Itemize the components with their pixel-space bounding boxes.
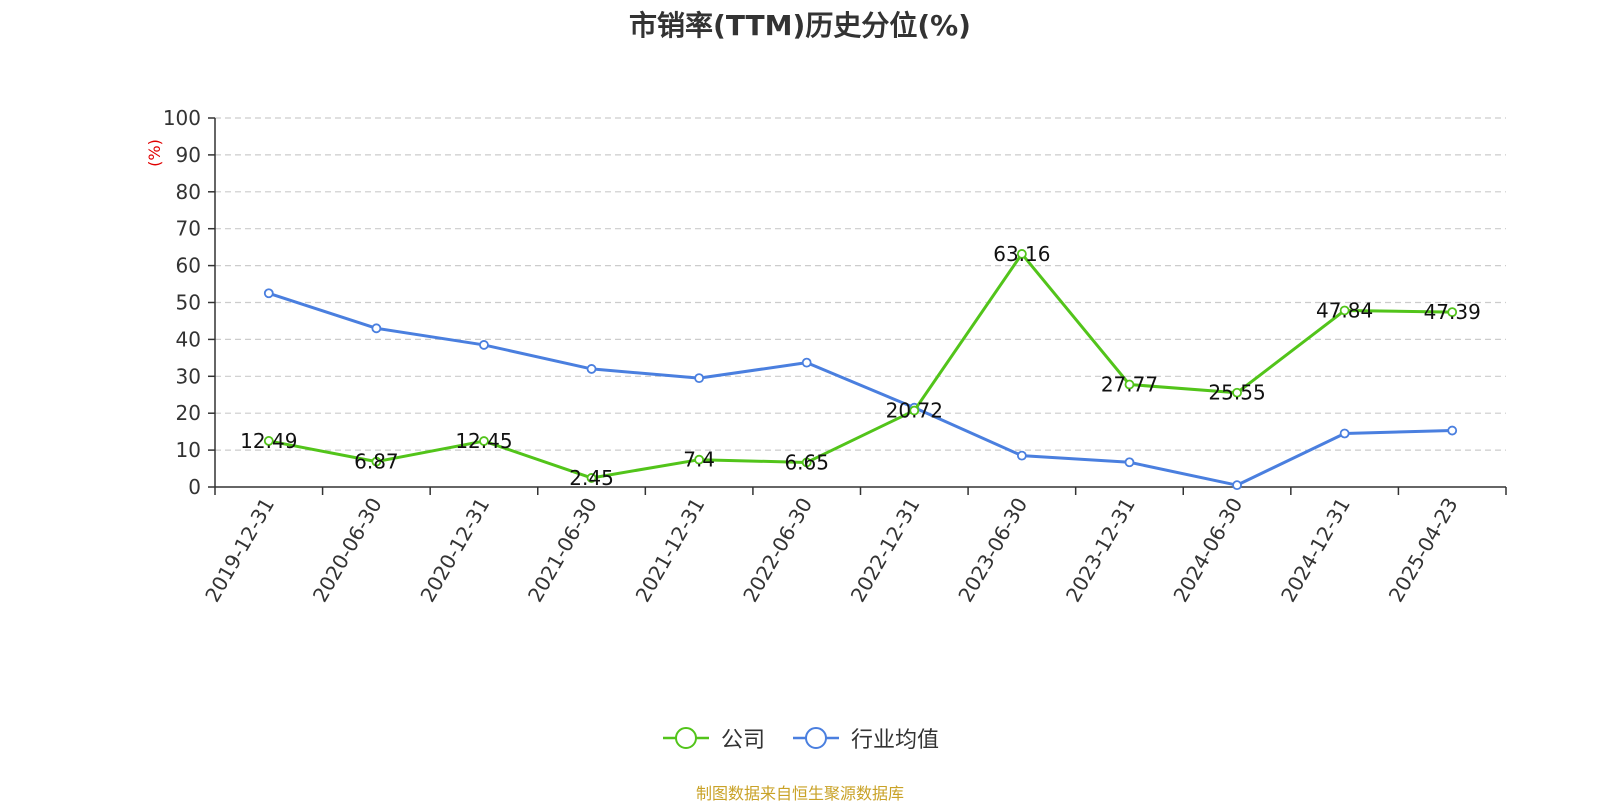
data-label: 47.84 xyxy=(1316,298,1373,322)
data-point xyxy=(371,456,382,467)
data-label: 12.45 xyxy=(455,429,512,453)
chart-title: 市销率(TTM)历史分位(%) xyxy=(629,9,971,42)
data-point xyxy=(1016,450,1027,461)
grid-lines xyxy=(215,117,1506,451)
x-tick-label: 2020-12-31 xyxy=(415,494,494,607)
data-point xyxy=(1339,428,1350,439)
data-label: 6.65 xyxy=(784,450,829,474)
x-tick-label: 2025-04-23 xyxy=(1384,494,1463,607)
data-point xyxy=(694,454,705,465)
data-label: 6.87 xyxy=(354,450,399,474)
data-point xyxy=(586,364,597,374)
y-tick-label: 40 xyxy=(176,327,201,351)
x-tick-label: 2024-12-31 xyxy=(1276,494,1355,607)
data-point xyxy=(1124,457,1135,468)
data-point xyxy=(1232,480,1242,491)
y-tick-label: 60 xyxy=(176,254,201,278)
data-point xyxy=(479,340,489,350)
series-line xyxy=(268,291,1453,487)
data-point xyxy=(263,288,274,299)
data-labels: 12.49 6.87 12.45 2.45 7.4 6.65 20.72 63.16 27.77… xyxy=(240,242,1481,490)
data-point xyxy=(909,405,920,416)
x-tick-label: 2021-12-31 xyxy=(631,494,710,607)
data-point xyxy=(1339,305,1350,316)
x-tick-label: 2023-12-31 xyxy=(1061,494,1140,607)
data-label: 47.39 xyxy=(1424,300,1481,324)
y-tick-label: 30 xyxy=(176,364,201,388)
y-tick-label: 100 xyxy=(163,106,201,130)
source-note: 制图数据来自恒生聚源数据库 xyxy=(695,784,904,803)
y-tick-label: 90 xyxy=(176,143,201,167)
x-tick-label: 2022-12-31 xyxy=(846,494,925,607)
data-point xyxy=(694,373,705,384)
y-axis-label: (%) xyxy=(145,139,164,167)
data-label: 63.16 xyxy=(993,242,1050,266)
x-tick-label: 2024-06-30 xyxy=(1168,494,1247,607)
legend: 公司 行业均值 xyxy=(0,722,1600,754)
y-tick-label: 10 xyxy=(176,438,201,462)
legend-label: 公司 xyxy=(720,728,765,753)
data-point xyxy=(371,323,382,334)
data-point xyxy=(1232,387,1242,398)
y-tick-label: 20 xyxy=(176,401,201,425)
y-tick-label: 50 xyxy=(176,291,201,315)
data-point xyxy=(263,436,274,446)
data-point xyxy=(586,473,597,483)
data-point xyxy=(479,436,489,446)
legend-swatch-icon xyxy=(662,727,709,749)
data-label: 7.4 xyxy=(683,448,715,472)
x-tick-label: 2021-06-30 xyxy=(523,494,602,607)
data-point xyxy=(801,357,812,368)
y-tick-label: 80 xyxy=(176,180,201,204)
data-label: 12.49 xyxy=(240,429,297,453)
legend-swatch-icon xyxy=(793,727,839,749)
data-label: 2.45 xyxy=(569,466,614,490)
x-tick-label: 2023-06-30 xyxy=(953,494,1032,607)
data-point xyxy=(1447,425,1458,436)
y-tick-label: 70 xyxy=(176,217,201,241)
data-label: 20.72 xyxy=(886,399,943,423)
data-point xyxy=(1016,249,1027,259)
data-point xyxy=(801,457,812,468)
y-tick-label: 0 xyxy=(188,475,201,499)
data-label: 25.55 xyxy=(1208,381,1265,405)
legend-label: 行业均值 xyxy=(851,728,940,753)
axes: 0 10 20 30 40 50 60 70 80 90 100 (%) 2019-12-31 2020-… xyxy=(145,106,1507,607)
data-point xyxy=(1447,307,1458,318)
legend-item[interactable]: 公司 xyxy=(661,722,765,754)
x-tick-label: 2020-06-30 xyxy=(308,494,387,607)
data-label: 27.77 xyxy=(1101,373,1158,397)
series-line xyxy=(268,252,1453,480)
series-lines xyxy=(263,249,1458,491)
data-point xyxy=(1124,379,1135,390)
x-tick-label: 2022-06-30 xyxy=(738,494,817,607)
x-tick-label: 2019-12-31 xyxy=(200,494,279,607)
legend-item[interactable]: 行业均值 xyxy=(791,722,939,754)
